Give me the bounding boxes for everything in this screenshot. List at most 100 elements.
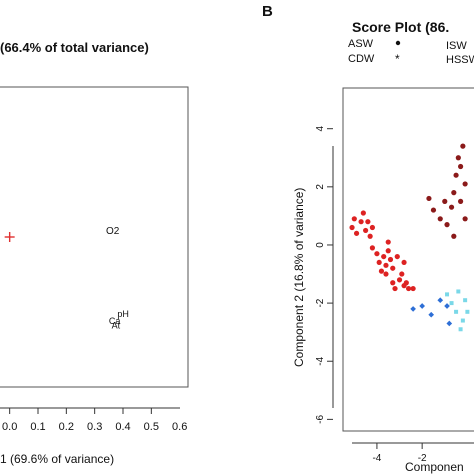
point-asw (451, 190, 457, 196)
point-cdw (403, 280, 409, 286)
point-hssw (465, 309, 470, 314)
legend-label-asw: ASW (348, 38, 374, 50)
panel-a-x-tick-label: 0.5 (144, 421, 159, 433)
point-cdw (367, 233, 373, 239)
point-asw (458, 198, 464, 204)
point-hssw (458, 327, 463, 332)
point-cdw (378, 268, 385, 274)
panel-a-x-tick-label: 0.4 (115, 421, 130, 433)
variable-label-ph: pH (117, 309, 129, 319)
point-cdw (405, 285, 412, 292)
panel-b-y-tick-label: 4 (315, 125, 326, 131)
point-cdw (385, 239, 391, 245)
point-hssw (460, 318, 465, 323)
point-asw (460, 143, 466, 149)
panel-b-score-plot: B Score Plot (86. ASW CDW * ISW HSSW -6 -4 -2 0… (262, 3, 474, 474)
legend-label-isw: ISW (446, 40, 467, 52)
point-isw (410, 306, 416, 312)
point-cdw (390, 280, 396, 286)
point-asw (444, 222, 450, 228)
point-cdw (374, 251, 380, 257)
point-cdw (383, 262, 389, 268)
point-cdw (401, 259, 407, 266)
point-asw (437, 216, 443, 222)
panel-a-x-tick-label: 0.0 (2, 421, 17, 433)
panel-b-x-ticks: -4 -2 (372, 443, 427, 464)
point-cdw (385, 248, 391, 254)
point-asw (442, 198, 448, 204)
point-asw (448, 204, 455, 210)
legend-label-cdw: CDW (348, 53, 375, 65)
point-asw (462, 181, 468, 187)
panel-b-title: Score Plot (86. (352, 19, 449, 35)
panel-b-x-axis-label: Componen (405, 460, 464, 474)
panel-b-y-ticks: -6 -4 -2 0 2 4 (315, 125, 333, 424)
legend-marker-cdw: * (395, 52, 400, 66)
point-isw (428, 311, 435, 318)
panel-b-marks (349, 143, 470, 332)
point-cdw (353, 230, 360, 236)
panel-b-y-tick-label: 0 (315, 242, 326, 248)
panel-b-y-tick-label: 2 (315, 184, 326, 190)
point-cdw (351, 216, 357, 222)
point-cdw (381, 253, 387, 260)
point-cdw (387, 256, 394, 263)
point-cdw (363, 227, 369, 234)
panel-b-y-axis-label: Component 2 (16.8% of variance) (292, 188, 306, 367)
point-asw (451, 233, 457, 239)
point-cdw (410, 285, 416, 292)
point-isw (444, 303, 450, 309)
panel-a-x-tick-label: 0.3 (87, 421, 102, 433)
panel-a-loadings-plot: (66.4% of total variance) 0.0 0.1 0.2 0.3 0.… (0, 40, 189, 466)
point-cdw (358, 219, 364, 225)
variable-label-o2: O2 (106, 226, 120, 237)
point-cdw (394, 253, 400, 260)
point-asw (426, 195, 432, 202)
point-asw (430, 207, 437, 213)
panel-a-x-tick-label: 0.2 (59, 421, 74, 433)
legend-marker-asw (395, 40, 401, 46)
panel-b-x-tick-label: -4 (372, 453, 381, 464)
point-hssw (456, 289, 461, 294)
panel-b-y-tick-label: -4 (315, 356, 326, 365)
point-isw (419, 303, 425, 309)
panel-b-plot-frame (342, 87, 474, 432)
panel-a-x-ticks: 0.0 0.1 0.2 0.3 0.4 0.5 0.6 (2, 408, 187, 433)
variable-label-at: At (112, 320, 121, 330)
legend-label-hssw: HSSW (446, 54, 474, 66)
point-cdw (383, 271, 389, 277)
panel-b-x-tick-label: -2 (418, 453, 427, 464)
point-cdw (349, 224, 355, 231)
panel-b-legend: ASW CDW * ISW HSSW (348, 38, 474, 66)
point-asw (453, 172, 459, 178)
point-cdw (369, 245, 375, 251)
panel-b-y-tick-label: -2 (315, 298, 326, 307)
point-cdw (376, 259, 382, 266)
point-cdw (392, 285, 398, 292)
point-asw (455, 155, 461, 161)
panel-b-letter: B (262, 3, 273, 20)
point-isw (446, 320, 453, 327)
point-cdw (360, 210, 366, 216)
panel-a-x-tick-label: 0.6 (172, 421, 187, 433)
panel-a-title: (66.4% of total variance) (0, 40, 149, 55)
point-asw (458, 163, 464, 170)
point-cdw (396, 277, 403, 283)
point-isw (437, 297, 444, 304)
panel-a-x-axis-label: 1 (69.6% of variance) (0, 452, 114, 466)
point-hssw (445, 292, 450, 297)
point-cdw (365, 219, 371, 225)
point-asw (462, 216, 468, 222)
point-cdw (399, 271, 405, 277)
point-cdw (390, 265, 396, 271)
point-cdw (369, 224, 375, 231)
panel-a-plot-frame (0, 86, 189, 388)
point-hssw (463, 298, 468, 303)
point-hssw (454, 309, 459, 314)
panel-a-x-tick-label: 0.1 (30, 421, 45, 433)
variable-label-ca: Ca (109, 316, 121, 326)
point-hssw (449, 301, 454, 306)
panel-b-y-tick-label: -6 (315, 414, 326, 423)
